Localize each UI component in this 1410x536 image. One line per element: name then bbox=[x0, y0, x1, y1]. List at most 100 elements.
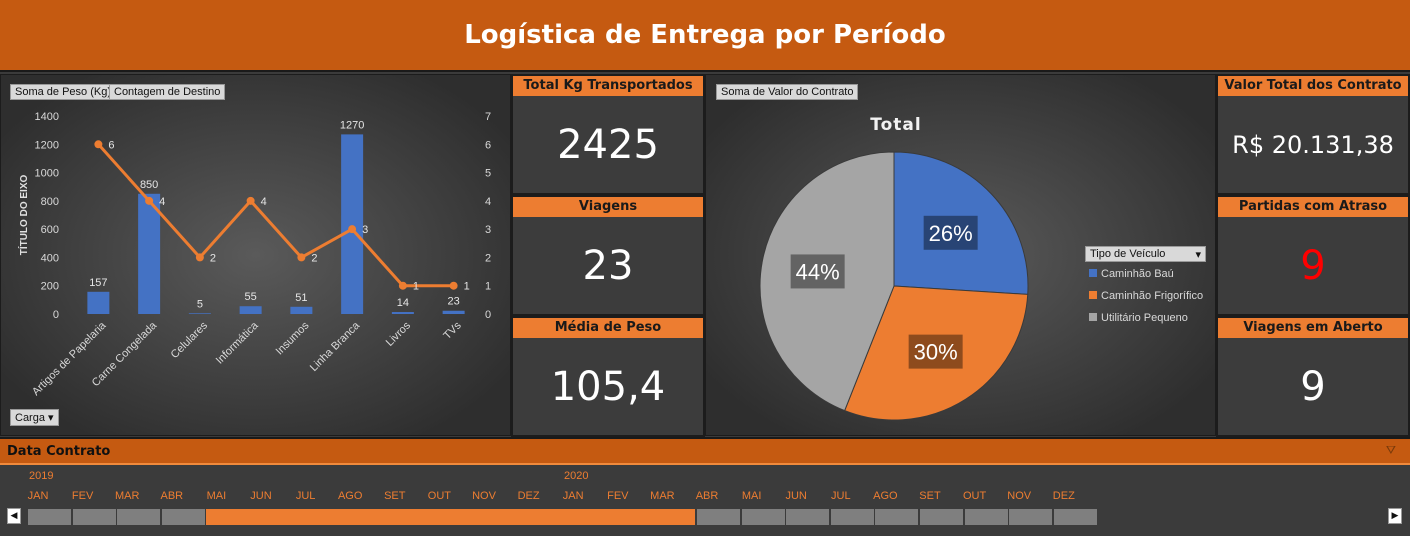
kpi-value: 9 bbox=[1300, 363, 1326, 410]
timeline-month-cell[interactable] bbox=[474, 509, 519, 525]
bar-data-label: 14 bbox=[397, 297, 409, 309]
y-right-tick-label: 2 bbox=[485, 252, 491, 264]
tipo-veiculo-filter[interactable]: Tipo de Veículo ▾ bbox=[1085, 246, 1206, 262]
line-series bbox=[97, 143, 454, 288]
bar-data-label: 51 bbox=[295, 292, 307, 304]
month-label: OUT bbox=[962, 490, 987, 502]
kpi-value: R$ 20.131,38 bbox=[1232, 130, 1394, 159]
kpi-media-peso: Média de Peso 105,4 bbox=[511, 316, 705, 437]
timeline-month-cell[interactable] bbox=[875, 509, 919, 525]
legend-item[interactable]: Caminhão Frigorífico bbox=[1089, 290, 1203, 302]
month-label: OUT bbox=[427, 490, 451, 502]
timeline-month-cell[interactable] bbox=[28, 509, 72, 525]
timeline-month-cell[interactable] bbox=[429, 509, 474, 525]
kpi-total-kg: Total Kg Transportados 2425 bbox=[511, 74, 705, 195]
bar-data-label: 850 bbox=[140, 179, 158, 191]
timeline-slicer: Data Contrato ⛛ 2019 2020 JAN FEV MAR ABR MA… bbox=[0, 437, 1410, 536]
carga-filter-label: Carga bbox=[15, 412, 45, 424]
kpi-title: Partidas com Atraso bbox=[1218, 197, 1408, 217]
kpi-title: Total Kg Transportados bbox=[513, 76, 703, 96]
legend-swatch bbox=[1089, 313, 1097, 321]
pie-slice-caminhão-baú bbox=[893, 151, 1029, 295]
timeline-month-cell[interactable] bbox=[563, 509, 608, 525]
timeline-month-cell[interactable] bbox=[295, 509, 341, 525]
month-label: FEV bbox=[71, 490, 94, 502]
bar-data-label: 55 bbox=[245, 291, 257, 303]
pie-slice-utilitário-pequeno bbox=[759, 151, 895, 412]
kpi-value: 9 bbox=[1300, 242, 1326, 289]
y-right-tick-label: 0 bbox=[485, 309, 491, 321]
pie-data-label: 44% bbox=[796, 259, 840, 284]
bar-artigos-de-papelaria bbox=[87, 291, 110, 314]
bar-insumos bbox=[290, 306, 313, 314]
field-button-soma-peso[interactable]: Soma de Peso (Kg) bbox=[10, 84, 116, 100]
kpi-value: 2425 bbox=[557, 121, 659, 168]
page-title: Logística de Entrega por Período bbox=[464, 20, 946, 50]
line-point bbox=[246, 196, 255, 205]
pie-chart: 26% 30% 44% bbox=[759, 151, 1029, 421]
y-right-tick-label: 3 bbox=[485, 224, 491, 236]
timeline-month-cell[interactable] bbox=[340, 509, 385, 525]
timeline-month-cell[interactable] bbox=[1009, 509, 1053, 525]
clear-filter-icon[interactable]: ⛛ bbox=[1385, 443, 1396, 457]
timeline-month-cell[interactable] bbox=[72, 509, 116, 525]
timeline-month-cell[interactable] bbox=[697, 509, 741, 525]
timeline-month-cell[interactable] bbox=[251, 509, 296, 525]
month-label: DEZ bbox=[517, 490, 540, 502]
bar-data-label: 1270 bbox=[340, 119, 364, 131]
year-label: 2020 bbox=[564, 470, 589, 482]
timeline-month-cell[interactable] bbox=[786, 509, 830, 525]
month-label: ABR bbox=[695, 490, 719, 502]
legend-label: Utilitário Pequeno bbox=[1101, 312, 1188, 324]
timeline-month-cell[interactable] bbox=[830, 509, 874, 525]
timeline-month-cell[interactable] bbox=[607, 509, 653, 525]
timeline-month-cell[interactable] bbox=[384, 509, 430, 525]
timeline-month-cell[interactable] bbox=[161, 509, 205, 525]
timeline-month-cell[interactable] bbox=[741, 509, 785, 525]
timeline-month-cell[interactable] bbox=[518, 509, 564, 525]
month-label: JUN bbox=[785, 490, 807, 502]
kpi-title: Média de Peso bbox=[513, 318, 703, 338]
timeline-month-cell[interactable] bbox=[652, 509, 696, 525]
line-point bbox=[398, 281, 407, 290]
scroll-left-icon[interactable]: ◀ bbox=[7, 508, 21, 524]
y-left-tick-label: 0 bbox=[53, 309, 59, 321]
line-data-label: 2 bbox=[210, 252, 216, 264]
legend-item[interactable]: Caminhão Baú bbox=[1089, 268, 1174, 280]
month-label: MAI bbox=[741, 490, 762, 502]
bar-data-label: 157 bbox=[89, 277, 107, 289]
line-point bbox=[348, 225, 357, 234]
y-left-tick-label: 600 bbox=[41, 224, 59, 236]
pie-title: Total bbox=[870, 115, 922, 135]
scroll-right-icon[interactable]: ▶ bbox=[1388, 508, 1402, 524]
month-label: ABR bbox=[160, 490, 184, 502]
carga-filter-button[interactable]: Carga ▾ bbox=[10, 409, 59, 426]
kpi-valor-total: Valor Total dos Contrato R$ 20.131,38 bbox=[1216, 74, 1410, 195]
field-button-contagem-destino[interactable]: Contagem de Destino bbox=[109, 84, 226, 100]
month-label: SET bbox=[919, 490, 941, 502]
x-tick-label: TVs bbox=[441, 319, 464, 342]
timeline-month-cell[interactable] bbox=[1053, 509, 1097, 525]
kpi-title: Viagens bbox=[513, 197, 703, 217]
pie-data-label: 30% bbox=[914, 340, 958, 365]
legend-item[interactable]: Utilitário Pequeno bbox=[1089, 312, 1188, 324]
month-label: MAI bbox=[206, 490, 227, 502]
line-point bbox=[195, 253, 204, 262]
x-tick-label: Celulares bbox=[169, 319, 211, 361]
timeline-label: Data Contrato bbox=[7, 444, 111, 459]
kpi-partidas-atraso: Partidas com Atraso 9 bbox=[1216, 195, 1410, 316]
field-button-valor-contrato[interactable]: Soma de Valor do Contrato bbox=[716, 84, 859, 100]
timeline-month-cell[interactable] bbox=[920, 509, 964, 525]
timeline-month-cell[interactable] bbox=[117, 509, 161, 525]
x-tick-label: Linha Branca bbox=[308, 319, 363, 374]
pie-slice-caminhão-frigorífico bbox=[844, 285, 1029, 421]
timeline-month-cell[interactable] bbox=[206, 509, 251, 525]
y-left-tick-label: 400 bbox=[41, 252, 59, 264]
timeline-month-cell[interactable] bbox=[964, 509, 1008, 525]
x-tick-label: Insumos bbox=[274, 319, 312, 357]
y-left-tick-label: 1200 bbox=[35, 139, 59, 151]
kpi-title: Viagens em Aberto bbox=[1218, 318, 1408, 338]
y-axis-title: TÍTULO DO EIXO bbox=[17, 175, 30, 256]
y-left-tick-label: 1000 bbox=[35, 168, 59, 180]
